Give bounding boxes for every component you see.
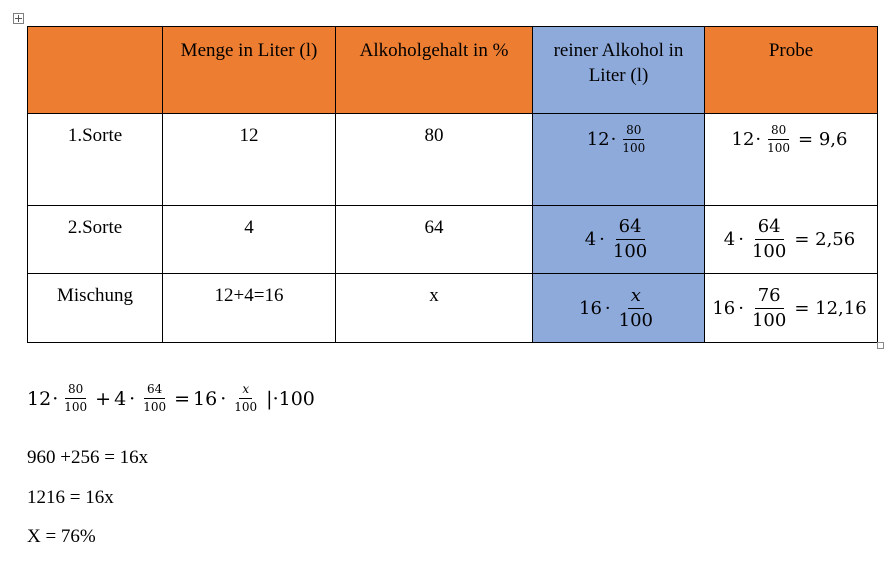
factor: 16	[712, 297, 736, 319]
fraction-denominator: 100	[622, 141, 646, 156]
header-cell-menge: Menge in Liter (l)	[162, 26, 336, 114]
table-move-handle-icon[interactable]	[13, 13, 24, 24]
fraction: x 100	[616, 285, 656, 331]
header-cell-empty	[27, 26, 163, 114]
fraction-denominator: 100	[751, 309, 787, 331]
alkoholgehalt-cell: x	[335, 273, 533, 343]
table-header-row: Menge in Liter (l) Alkoholgehalt in % re…	[27, 26, 878, 114]
menge-cell: 12+4=16	[162, 273, 336, 343]
fraction-numerator: 80	[65, 382, 87, 400]
step-line: 960 +256 = 16x	[27, 447, 149, 468]
calculation-table: Menge in Liter (l) Alkoholgehalt in % re…	[27, 26, 878, 343]
menge-cell: 12	[162, 113, 336, 206]
eq-term3-factor: 16	[193, 387, 218, 410]
probe-result: = 2,56	[794, 229, 856, 250]
fraction-denominator: 100	[64, 400, 88, 415]
reiner-alkohol-cell: 12 · 80 100	[532, 113, 705, 206]
eq-plus: +	[95, 387, 112, 410]
eq-term3-fraction: x 100	[231, 382, 260, 415]
fraction: 80 100	[764, 123, 793, 156]
factor: 4	[723, 229, 736, 250]
fraction-numerator: 64	[615, 217, 645, 240]
step-line: X = 76%	[27, 526, 96, 547]
fraction-denominator: 100	[143, 400, 167, 415]
eq-term2-fraction: 64 100	[140, 382, 169, 415]
fraction-denominator: 100	[612, 241, 648, 262]
alkoholgehalt-cell: 80	[335, 113, 533, 206]
equation: 12 · 80 100 + 4 · 64 100 = 16 · x 100 |·100	[27, 382, 315, 415]
row-label: Mischung	[27, 273, 163, 343]
probe-cell: 4 · 64 100 = 2,56	[704, 205, 878, 274]
row-label: 2.Sorte	[27, 205, 163, 274]
fraction-numerator: 76	[754, 285, 784, 309]
formula: 16 · 76 100 = 12,16	[712, 284, 867, 331]
probe-cell: 16 · 76 100 = 12,16	[704, 273, 878, 343]
fraction-denominator: 100	[234, 400, 258, 415]
eq-operation: |·100	[266, 387, 315, 410]
fraction-denominator: 100	[618, 309, 653, 331]
table-row: 2.Sorte 4 64 4 · 64 100 4 · 64 100 = 2,56	[27, 205, 878, 274]
factor: 12	[586, 129, 610, 151]
table-row: 1.Sorte 12 80 12 · 80 100 12 · 80 100 = 9,6	[27, 113, 878, 206]
fraction: 64 100	[610, 217, 650, 262]
table-row: Mischung 12+4=16 x 16 · x 100 16 · 76 100 = 12,…	[27, 273, 878, 343]
fraction: 76 100	[749, 285, 789, 331]
formula: 12 · 80 100 = 9,6	[731, 123, 848, 156]
factor: 16	[579, 297, 602, 319]
reiner-alkohol-cell: 4 · 64 100	[532, 205, 705, 274]
fraction-numerator: 64	[754, 217, 784, 240]
eq-term1-factor: 12	[27, 387, 52, 410]
alkoholgehalt-cell: 64	[335, 205, 533, 274]
fraction: 64 100	[749, 217, 789, 262]
fraction-denominator: 100	[767, 141, 791, 156]
fraction-numerator: 80	[623, 123, 645, 141]
menge-cell: 4	[162, 205, 336, 274]
formula: 4 · 64 100 = 2,56	[723, 216, 856, 262]
row-label: 1.Sorte	[27, 113, 163, 206]
fraction-numerator: 64	[144, 382, 166, 400]
fraction-denominator: 100	[751, 241, 787, 262]
eq-equals: =	[174, 387, 191, 410]
fraction-numerator: 80	[767, 123, 790, 141]
eq-term1-fraction: 80 100	[61, 382, 90, 415]
header-cell-alkoholgehalt: Alkoholgehalt in %	[335, 26, 533, 114]
header-cell-probe: Probe	[704, 26, 878, 114]
reiner-alkohol-cell: 16 · x 100	[532, 273, 705, 343]
factor: 4	[584, 229, 597, 250]
fraction-numerator: x	[239, 382, 253, 400]
step-line: 1216 = 16x	[27, 487, 114, 508]
eq-term2-factor: 4	[114, 387, 127, 410]
fraction-numerator: x	[627, 285, 644, 309]
probe-cell: 12 · 80 100 = 9,6	[704, 113, 878, 206]
factor: 12	[731, 129, 755, 151]
probe-result: = 12,16	[794, 297, 867, 319]
probe-result: = 9,6	[798, 129, 848, 151]
formula: 16 · x 100	[579, 285, 658, 331]
table-resize-handle-icon[interactable]	[877, 342, 884, 349]
fraction: 80 100	[619, 123, 648, 156]
header-cell-reiner-alkohol: reiner Alkohol in Liter (l)	[532, 26, 705, 114]
formula: 12 · 80 100	[586, 123, 651, 156]
formula: 4 · 64 100	[585, 217, 653, 262]
